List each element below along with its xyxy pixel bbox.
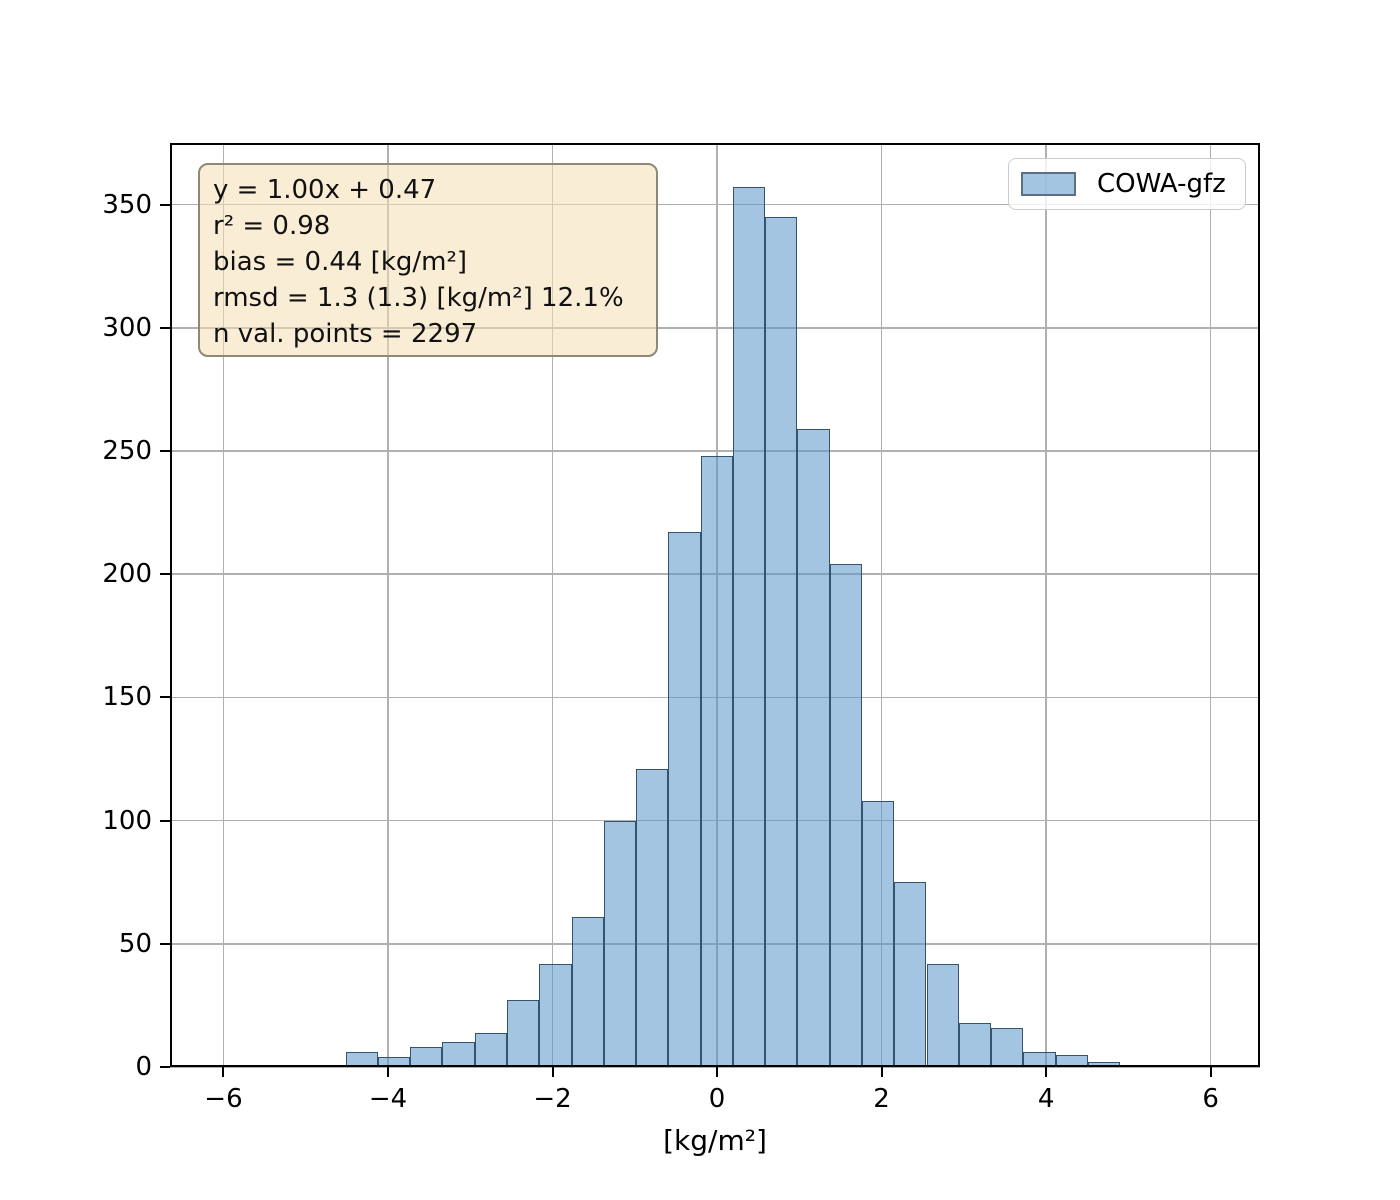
histogram-bar [1087,1062,1121,1067]
histogram-bar [862,800,895,1067]
histogram-bar [442,1042,475,1067]
plot-area [170,143,1260,1068]
y-tick-label: 100 [102,805,152,836]
x-tick-mark [551,1067,554,1077]
x-gridline [387,143,389,1067]
y-tick-mark [160,1066,170,1068]
y-tick-label: 0 [135,1052,152,1082]
x-tick-label: 0 [708,1084,726,1114]
y-tick-label: 150 [102,682,152,713]
stats-line-n-points: n val. points = 2297 [213,319,478,349]
histogram-bar [732,187,766,1067]
y-tick-mark [160,450,170,452]
x-tick-label: −2 [533,1084,572,1114]
y-gridline [170,1066,1260,1068]
histogram-bar [313,1064,346,1067]
x-axis-label: [kg/m²] [663,1124,767,1157]
histogram-bar [377,1057,411,1067]
y-tick-label: 200 [102,559,152,590]
histogram-bar [958,1022,992,1067]
x-tick-mark [716,1067,719,1077]
y-gridline [170,327,1260,329]
histogram-bar [603,820,636,1067]
y-tick-mark [160,819,170,822]
histogram-bar [506,1000,540,1067]
y-tick-mark [160,203,170,206]
histogram-bar [926,963,959,1067]
x-tick-mark [387,1067,389,1077]
stats-line-r2: r² = 0.98 [213,211,331,241]
x-gridline [1209,143,1212,1067]
histogram-bar [1023,1052,1056,1067]
x-gridline [1045,143,1047,1067]
histogram-bar [894,882,927,1067]
histogram-bar [474,1032,507,1067]
histogram-bar [281,1064,314,1067]
histogram-bar [571,916,604,1067]
histogram-bar [991,1027,1024,1067]
legend-label: COWA-gfz [1097,169,1226,199]
x-tick-label: 2 [873,1084,890,1114]
y-gridline [170,203,1260,206]
histogram-bar [700,455,733,1067]
histogram-bar [797,428,830,1067]
y-tick-label: 250 [102,436,152,466]
x-tick-mark [1045,1067,1048,1077]
histogram-bar [539,963,572,1067]
x-gridline [222,143,225,1067]
histogram-bar [1055,1054,1088,1067]
x-gridline [880,143,883,1067]
stats-line-bias: bias = 0.44 [kg/m²] [213,247,468,277]
stats-line-rmsd: rmsd = 1.3 (1.3) [kg/m²] 12.1% [213,283,624,313]
y-tick-mark [160,573,170,576]
histogram-bar [668,532,701,1067]
y-tick-label: 350 [102,189,152,220]
legend: COWA-gfz [1008,158,1246,210]
x-tick-mark [222,1067,225,1077]
histogram-bar [765,216,798,1067]
y-tick-mark [160,696,170,699]
histogram-bar [410,1047,443,1067]
x-tick-label: 4 [1037,1084,1055,1114]
y-tick-label: 300 [102,312,152,343]
stats-line-fit: y = 1.00x + 0.47 [213,175,437,205]
x-tick-label: 6 [1202,1084,1219,1114]
y-tick-mark [160,326,170,329]
x-gridline [551,143,554,1067]
histogram-bar [829,564,862,1067]
histogram-bar [345,1052,378,1067]
stats-box: y = 1.00x + 0.47 r² = 0.98 bias = 0.44 [… [198,163,658,357]
histogram-bar [636,768,669,1067]
x-tick-label: −4 [368,1084,408,1114]
y-tick-label: 50 [118,928,152,959]
x-tick-label: −6 [204,1084,243,1114]
y-tick-mark [160,942,170,945]
x-tick-mark [880,1067,883,1077]
legend-swatch [1021,172,1076,196]
y-gridline [170,450,1260,452]
x-tick-mark [1209,1067,1212,1077]
